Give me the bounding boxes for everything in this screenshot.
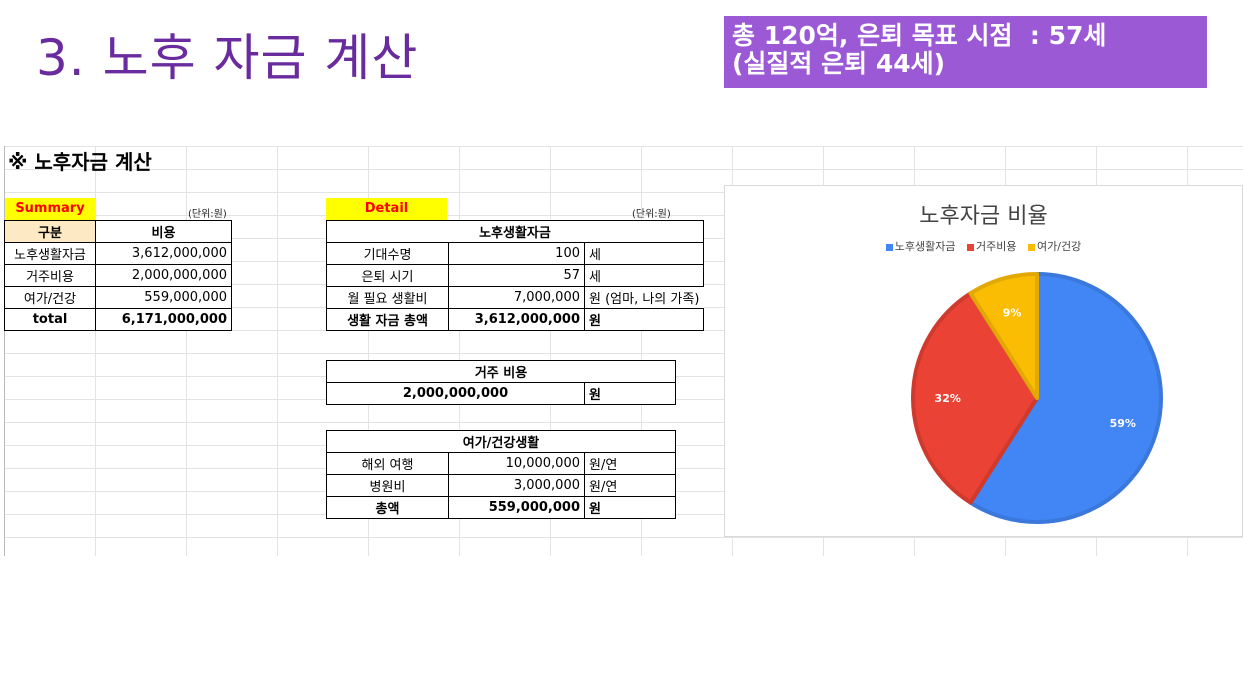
slice-leisure-health[interactable] bbox=[968, 272, 1039, 400]
row-value: 57 bbox=[448, 264, 585, 287]
housing-value: 2,000,000,000 bbox=[326, 382, 585, 405]
housing-table: 거주 비용 2,000,000,000 원 bbox=[326, 360, 676, 405]
slice-label: 59% bbox=[1110, 417, 1136, 430]
summary-unit-note: (단위:원) bbox=[188, 209, 227, 220]
legend-label: 노후생활자금 bbox=[894, 240, 956, 253]
total-unit: 원 bbox=[584, 308, 704, 331]
row-label: 은퇴 시기 bbox=[326, 264, 449, 287]
table-row: 노후생활자금 3,612,000,000 bbox=[4, 242, 232, 265]
total-value: 3,612,000,000 bbox=[448, 308, 585, 331]
row-value: 10,000,000 bbox=[448, 452, 585, 475]
row-value: 3,612,000,000 bbox=[95, 242, 232, 265]
row-label: 여가/건강 bbox=[4, 286, 96, 309]
detail-tag: Detail bbox=[326, 198, 447, 220]
row-value: 2,000,000,000 bbox=[95, 264, 232, 287]
slice-retirement-living[interactable] bbox=[968, 272, 1163, 524]
summary-tag: Summary bbox=[5, 198, 95, 220]
table-row: 기대수명 100 세 bbox=[326, 242, 704, 265]
table-row: 은퇴 시기 57 세 bbox=[326, 264, 704, 287]
table-row: 월 필요 생활비 7,000,000 원 (엄마, 나의 가족) bbox=[326, 286, 704, 309]
detail-unit-note: (단위:원) bbox=[632, 209, 671, 220]
row-unit: 원/연 bbox=[584, 474, 676, 497]
housing-unit: 원 bbox=[584, 382, 676, 405]
table-row: 해외 여행 10,000,000 원/연 bbox=[326, 452, 676, 475]
callout-line-2: (실질적 은퇴 44세) bbox=[732, 49, 946, 78]
row-label: 병원비 bbox=[326, 474, 449, 497]
slide-title: 3. 노후 자금 계산 bbox=[36, 29, 419, 87]
summary-table: 구분 비용 노후생활자금 3,612,000,000 거주비용 2,000,00… bbox=[4, 220, 232, 331]
row-unit: 세 bbox=[584, 264, 704, 287]
row-label: 노후생활자금 bbox=[4, 242, 96, 265]
total-value: 559,000,000 bbox=[448, 496, 585, 519]
legend-swatch bbox=[1028, 243, 1036, 251]
leisure-health-table: 여가/건강생활 해외 여행 10,000,000 원/연 병원비 3,000,0… bbox=[326, 430, 676, 519]
legend-label: 여가/건강 bbox=[1037, 240, 1082, 253]
table-header-row: 거주 비용 bbox=[326, 360, 676, 383]
legend-swatch bbox=[885, 243, 893, 251]
total-row: 생활 자금 총액 3,612,000,000 원 bbox=[326, 308, 704, 331]
living-header: 노후생활자금 bbox=[326, 220, 704, 243]
row-unit: 원/연 bbox=[584, 452, 676, 475]
summary-callout: 총 120억, 은퇴 목표 시점 : 57세 (실질적 은퇴 44세) bbox=[724, 16, 1207, 88]
legend-item: 여가/건강 bbox=[1028, 238, 1081, 254]
housing-header: 거주 비용 bbox=[326, 360, 676, 383]
header-cost: 비용 bbox=[95, 220, 232, 243]
table-header-row: 노후생활자금 bbox=[326, 220, 704, 243]
slice-housing[interactable] bbox=[911, 291, 1039, 505]
living-expense-table: 노후생활자금 기대수명 100 세 은퇴 시기 57 세 월 필요 생활비 7,… bbox=[326, 220, 704, 331]
callout-line-1: 총 120억, 은퇴 목표 시점 : 57세 bbox=[732, 21, 1107, 50]
table-row: 2,000,000,000 원 bbox=[326, 382, 676, 405]
row-label: 기대수명 bbox=[326, 242, 449, 265]
legend-swatch bbox=[967, 243, 975, 251]
row-label: 월 필요 생활비 bbox=[326, 286, 449, 309]
total-unit: 원 bbox=[584, 496, 676, 519]
pie-chart[interactable]: 노후자금 비율 노후생활자금 거주비용 여가/건강 59% 32% 9% bbox=[724, 185, 1243, 537]
row-value: 559,000,000 bbox=[95, 286, 232, 309]
row-value: 100 bbox=[448, 242, 585, 265]
total-value: 6,171,000,000 bbox=[95, 308, 232, 331]
slice-label: 32% bbox=[935, 392, 961, 405]
legend-item: 노후생활자금 bbox=[885, 238, 956, 254]
row-value: 7,000,000 bbox=[448, 286, 585, 309]
row-unit: 원 (엄마, 나의 가족) bbox=[584, 286, 704, 309]
row-label: 해외 여행 bbox=[326, 452, 449, 475]
row-value: 3,000,000 bbox=[448, 474, 585, 497]
pie-svg: 59% 32% 9% bbox=[911, 272, 1163, 524]
sheet-border bbox=[4, 146, 5, 556]
table-row: 병원비 3,000,000 원/연 bbox=[326, 474, 676, 497]
total-label: 생활 자금 총액 bbox=[326, 308, 449, 331]
table-row: 여가/건강 559,000,000 bbox=[4, 286, 232, 309]
chart-legend: 노후생활자금 거주비용 여가/건강 bbox=[725, 238, 1242, 254]
chart-title: 노후자금 비율 bbox=[919, 204, 1048, 229]
legend-label: 거주비용 bbox=[976, 240, 1017, 253]
table-header-row: 여가/건강생활 bbox=[326, 430, 676, 453]
row-label: 거주비용 bbox=[4, 264, 96, 287]
leisure-header: 여가/건강생활 bbox=[326, 430, 676, 453]
row-unit: 세 bbox=[584, 242, 704, 265]
section-title: ※ 노후자금 계산 bbox=[8, 150, 152, 174]
slice-label: 9% bbox=[1003, 306, 1022, 319]
total-row: total 6,171,000,000 bbox=[4, 308, 232, 331]
header-category: 구분 bbox=[4, 220, 96, 243]
legend-item: 거주비용 bbox=[967, 238, 1017, 254]
total-row: 총액 559,000,000 원 bbox=[326, 496, 676, 519]
total-label: total bbox=[4, 308, 96, 331]
table-header-row: 구분 비용 bbox=[4, 220, 232, 243]
total-label: 총액 bbox=[326, 496, 449, 519]
table-row: 거주비용 2,000,000,000 bbox=[4, 264, 232, 287]
